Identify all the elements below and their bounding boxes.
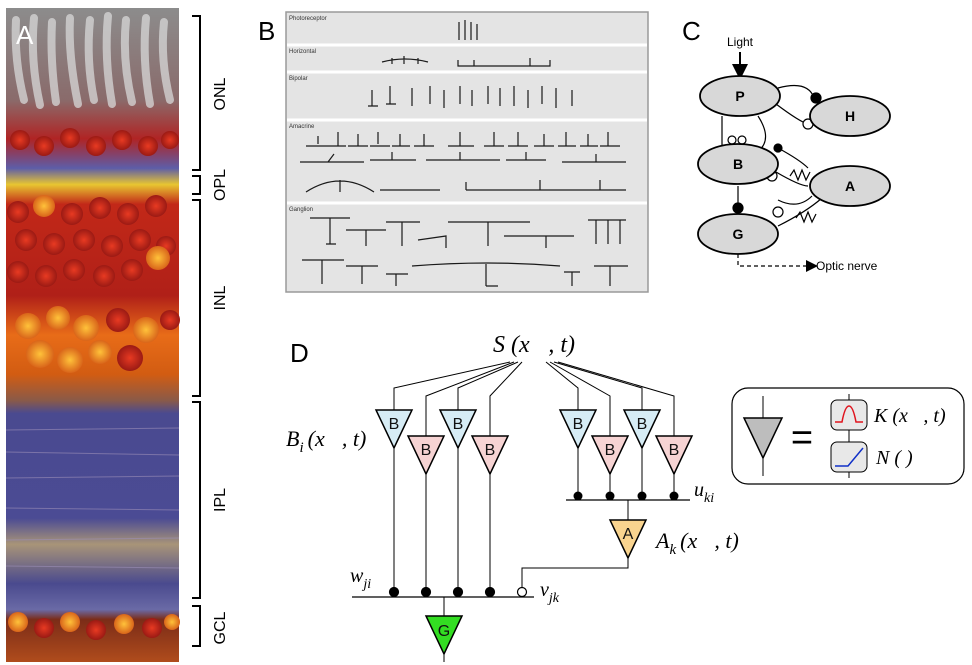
node-p-label: P <box>735 88 744 104</box>
kernel-icon <box>830 399 868 431</box>
node-g <box>697 213 779 255</box>
node-g-label: G <box>733 226 744 242</box>
bipolar-cell-7-label: B <box>637 416 648 433</box>
amacrine-cell <box>608 519 648 560</box>
node-b-label: B <box>733 156 743 172</box>
bipolar-cells <box>374 409 694 476</box>
legend-kernel-label: K (x⃗, t) <box>873 405 946 427</box>
plate-dividers <box>287 43 647 205</box>
bipolar-cell-8 <box>654 435 694 476</box>
node-a-label: A <box>845 178 855 194</box>
panel-b: B Photoreceptor Horizontal Bipolar Amacr… <box>258 11 649 293</box>
bipolar-cell-6 <box>590 435 630 476</box>
node-b <box>697 143 779 185</box>
cell-types-plate <box>285 11 649 293</box>
node-h-label: H <box>845 108 855 124</box>
nuclear-cells <box>7 128 180 640</box>
layer-label-inl: INL <box>212 285 229 310</box>
node-a <box>809 165 891 207</box>
panel-b-letter: B <box>258 16 275 46</box>
legend-nonlinearity-label: N ( ) <box>875 447 913 469</box>
bipolar-cell-5-label: B <box>573 416 584 433</box>
weight-u: uki <box>694 479 714 506</box>
amacrine-equation: Ak (x⃗, t) <box>654 528 739 558</box>
panel-a: A ONL OPL INL IPL GCL <box>5 8 229 662</box>
layer-label-gcl: GCL <box>212 611 229 644</box>
kernel-curve <box>835 405 863 423</box>
model-legend: = K (x⃗, t) N ( ) <box>731 387 965 485</box>
section-bipolar: Bipolar <box>289 76 308 82</box>
node-p <box>699 75 781 117</box>
bipolar-cell-8-label: B <box>669 442 680 459</box>
section-photoreceptor: Photoreceptor <box>289 16 327 22</box>
bipolar-cell-2 <box>406 435 446 476</box>
stimulus-label: S (x⃗, t) <box>493 332 575 358</box>
panel-c-letter: C <box>682 16 701 46</box>
bipolar-cell-5 <box>558 409 598 450</box>
ganglion-synapses <box>388 586 528 598</box>
node-h <box>809 95 891 137</box>
legend-neuron-icon <box>742 417 784 460</box>
panel-d: D S (x⃗, t) B B B B B B B <box>286 332 965 662</box>
panel-d-letter: D <box>290 338 309 368</box>
bipolar-equation: Bi (x⃗, t) <box>286 426 366 456</box>
bipolar-cell-3 <box>438 409 478 450</box>
neuron-drawings <box>300 20 628 287</box>
ipl-strata <box>5 427 180 569</box>
panel-a-letter: A <box>16 20 34 50</box>
bipolar-cell-6-label: B <box>605 442 616 459</box>
legend-box <box>731 387 965 485</box>
nonlinearity-icon <box>830 441 868 473</box>
ganglion-cell-label: G <box>438 623 450 640</box>
amacrine-synapses <box>573 491 679 501</box>
ganglion-cell <box>424 615 464 656</box>
bipolar-cell-3-label: B <box>453 416 464 433</box>
section-ganglion: Ganglion <box>289 207 313 213</box>
section-amacrine: Amacrine <box>289 124 315 130</box>
amacrine-cell-label: A <box>623 526 634 543</box>
input-lines <box>393 361 675 436</box>
bipolar-cell-2-label: B <box>421 442 432 459</box>
light-label: Light <box>727 35 754 49</box>
weight-v: vjk <box>540 579 560 606</box>
bipolar-cell-7 <box>622 409 662 450</box>
amacrine-axon <box>521 558 629 588</box>
legend-equals: = <box>791 417 813 459</box>
layer-label-opl: OPL <box>212 169 229 201</box>
bipolar-cell-4 <box>470 435 510 476</box>
weight-w: wji <box>350 565 371 592</box>
panel-c: C Light Optic nerve <box>682 16 891 273</box>
section-horizontal: Horizontal <box>289 49 316 55</box>
layer-brackets <box>192 15 201 647</box>
layer-label-onl: ONL <box>212 77 229 110</box>
bipolar-cell-4-label: B <box>485 442 496 459</box>
photoreceptor-segments <box>11 12 174 109</box>
layer-label-ipl: IPL <box>212 488 229 512</box>
optic-nerve-label: Optic nerve <box>816 259 878 273</box>
bipolar-cell-1-label: B <box>389 416 400 433</box>
nonlinearity-curve <box>835 447 864 467</box>
bipolar-axons <box>393 448 675 592</box>
bipolar-cell-1 <box>374 409 414 450</box>
